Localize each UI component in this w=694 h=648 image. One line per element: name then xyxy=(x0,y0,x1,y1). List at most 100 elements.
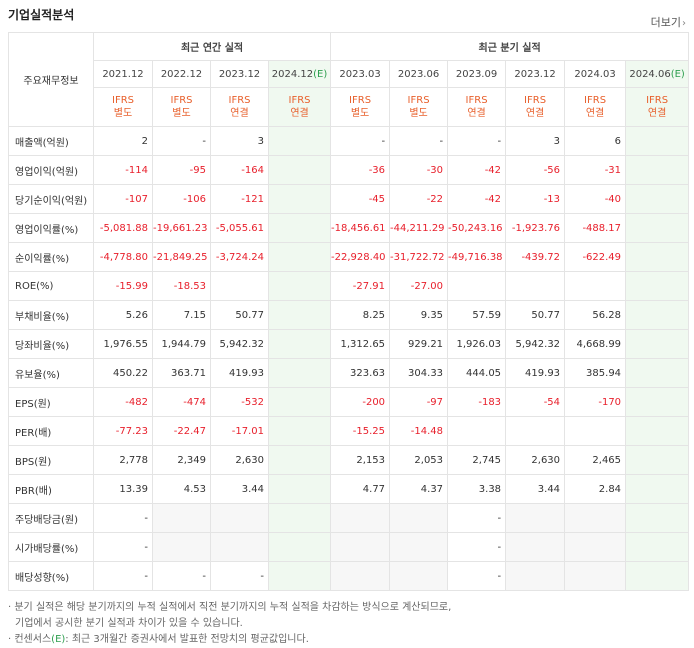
period-header: 2024.06(E) xyxy=(625,60,690,88)
table-cell: 363.71 xyxy=(152,358,211,388)
table-cell xyxy=(267,416,332,446)
table-cell xyxy=(625,329,690,359)
table-cell: -27.00 xyxy=(389,271,449,301)
accounting-standard: IFRS 연결 xyxy=(447,87,507,127)
table-cell: -45 xyxy=(330,184,391,214)
more-link[interactable]: 더보기› xyxy=(651,14,686,30)
table-cell: 57.59 xyxy=(447,300,507,330)
table-cell: 929.21 xyxy=(389,329,449,359)
row-label: 영업이익(억원) xyxy=(8,155,94,185)
footnotes: · 분기 실적은 해당 분기까지의 누적 실적에서 직전 분기까지의 누적 실적… xyxy=(8,600,451,648)
table-row: 부채비율(%) 5.26 7.15 50.77 8.25 9.35 57.59 50.77 56… xyxy=(8,300,690,330)
table-cell xyxy=(625,503,690,533)
table-cell: 3 xyxy=(505,126,566,156)
table-cell: 2,349 xyxy=(152,445,211,475)
table-cell xyxy=(505,271,566,301)
table-cell xyxy=(267,271,332,301)
footnote-2: 기업에서 공시한 분기 실적과 차이가 있을 수 있습니다. xyxy=(15,618,243,629)
row-label: EPS(원) xyxy=(8,387,94,417)
table-cell: 4.77 xyxy=(330,474,391,504)
table-cell: - xyxy=(447,532,507,562)
table-row: 순이익률(%) -4,778.80 -21,849.25 -3,724.24 -22,9… xyxy=(8,242,690,272)
table-row: 배당성향(%) - - - - xyxy=(8,561,690,591)
table-row: ROE(%) -15.99 -18.53 -27.91 -27.00 xyxy=(8,271,690,301)
row-label: 영업이익률(%) xyxy=(8,213,94,243)
table-row: 주당배당금(원) - - xyxy=(8,503,690,533)
table-cell: -439.72 xyxy=(505,242,566,272)
table-cell: 50.77 xyxy=(210,300,269,330)
table-cell: -4,778.80 xyxy=(93,242,153,272)
table-cell xyxy=(625,561,690,591)
table-cell: 419.93 xyxy=(210,358,269,388)
table-cell: -27.91 xyxy=(330,271,391,301)
table-cell: -95 xyxy=(152,155,211,185)
table-cell xyxy=(389,532,449,562)
table-cell xyxy=(564,561,627,591)
table-cell: 5,942.32 xyxy=(210,329,269,359)
accounting-standard: IFRS 연결 xyxy=(505,87,566,127)
table-cell: -106 xyxy=(152,184,211,214)
table-cell xyxy=(330,503,391,533)
table-cell xyxy=(267,561,332,591)
accounting-standard: IFRS 별도 xyxy=(389,87,449,127)
table-cell: -488.17 xyxy=(564,213,627,243)
financial-table: 주요재무정보 최근 연간 실적 최근 분기 실적 2021.12 2022.12 2… xyxy=(8,32,690,591)
table-cell xyxy=(625,532,690,562)
table-cell: 1,976.55 xyxy=(93,329,153,359)
table-cell: 2,745 xyxy=(447,445,507,475)
accounting-standard: IFRS 연결 xyxy=(625,87,690,127)
table-cell: 444.05 xyxy=(447,358,507,388)
table-cell xyxy=(330,532,391,562)
table-cell: 6 xyxy=(564,126,627,156)
annual-group-header: 최근 연간 실적 xyxy=(92,32,332,61)
table-row: 당기순이익(억원) -107 -106 -121 -45 -22 -42 -13 -40 xyxy=(8,184,690,214)
row-label: PER(배) xyxy=(8,416,94,446)
table-cell xyxy=(330,561,391,591)
table-cell: 2,630 xyxy=(505,445,566,475)
table-cell xyxy=(505,416,566,446)
table-cell xyxy=(447,416,507,446)
table-cell: -18,456.61 xyxy=(330,213,391,243)
row-label: PBR(배) xyxy=(8,474,94,504)
table-cell: -54 xyxy=(505,387,566,417)
table-cell: - xyxy=(152,126,211,156)
row-label: 부채비율(%) xyxy=(8,300,94,330)
table-cell xyxy=(625,358,690,388)
period-header: 2024.03 xyxy=(564,60,627,88)
table-cell: -30 xyxy=(389,155,449,185)
table-cell: -42 xyxy=(447,184,507,214)
table-cell xyxy=(625,271,690,301)
table-cell xyxy=(210,503,269,533)
table-row: EPS(원) -482 -474 -532 -200 -97 -183 -54 -170 xyxy=(8,387,690,417)
table-cell xyxy=(389,561,449,591)
table-cell: -44,211.29 xyxy=(389,213,449,243)
table-cell: -97 xyxy=(389,387,449,417)
accounting-standard: IFRS 별도 xyxy=(152,87,211,127)
accounting-standard: IFRS 별도 xyxy=(330,87,391,127)
chevron-right-icon: › xyxy=(682,18,686,29)
table-cell: -15.25 xyxy=(330,416,391,446)
table-cell xyxy=(267,358,332,388)
table-cell: -14.48 xyxy=(389,416,449,446)
period-header: 2022.12 xyxy=(152,60,211,88)
table-cell: 450.22 xyxy=(93,358,153,388)
table-cell: -183 xyxy=(447,387,507,417)
table-cell: 50.77 xyxy=(505,300,566,330)
table-cell xyxy=(625,300,690,330)
table-cell: - xyxy=(447,503,507,533)
table-row: PER(배) -77.23 -22.47 -17.01 -15.25 -14.48 xyxy=(8,416,690,446)
table-row: 당좌비율(%) 1,976.55 1,944.79 5,942.32 1,312.65 9… xyxy=(8,329,690,359)
table-row: PBR(배) 13.39 4.53 3.44 4.77 4.37 3.38 3.44 2.84 xyxy=(8,474,690,504)
table-cell xyxy=(267,300,332,330)
table-cell: - xyxy=(152,561,211,591)
table-cell: 3.38 xyxy=(447,474,507,504)
table-cell: -56 xyxy=(505,155,566,185)
table-row: BPS(원) 2,778 2,349 2,630 2,153 2,053 2,745 2,63… xyxy=(8,445,690,475)
table-cell: -21,849.25 xyxy=(152,242,211,272)
table-cell xyxy=(625,416,690,446)
table-cell: - xyxy=(447,126,507,156)
table-cell: 2 xyxy=(93,126,153,156)
table-cell: -107 xyxy=(93,184,153,214)
table-cell: - xyxy=(93,561,153,591)
table-cell xyxy=(267,242,332,272)
